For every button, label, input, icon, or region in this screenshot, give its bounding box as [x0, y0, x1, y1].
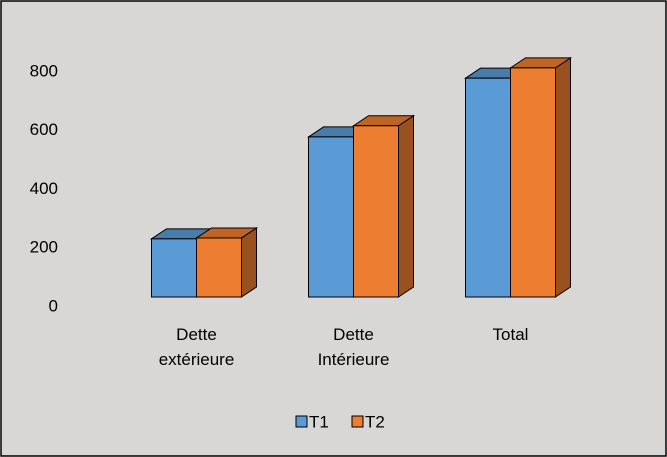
x-tick-label: Dette extérieure [158, 325, 235, 369]
legend-label: T1 [309, 412, 329, 431]
y-tick-label: 800 [30, 61, 58, 80]
bar-side [555, 56, 571, 298]
y-tick-label: 600 [30, 120, 58, 139]
bar-side [241, 227, 257, 298]
bar-front [465, 77, 511, 298]
bar [508, 56, 573, 298]
bar-front [151, 238, 197, 298]
bar [194, 227, 259, 298]
bar-side [398, 114, 414, 298]
bar [351, 114, 416, 298]
bar-front [510, 67, 556, 298]
x-tick-label: Dette Intérieure [317, 325, 390, 369]
x-tick-label: Total [492, 325, 529, 344]
bar-front [353, 125, 399, 298]
bar-front [196, 237, 242, 298]
legend-swatch [351, 415, 364, 428]
y-tick-label: 0 [49, 296, 58, 315]
y-tick-label: 400 [30, 179, 58, 198]
bar-front [308, 136, 354, 298]
legend-swatch [295, 415, 308, 428]
legend-label: T2 [365, 412, 385, 431]
y-tick-label: 200 [30, 238, 58, 257]
